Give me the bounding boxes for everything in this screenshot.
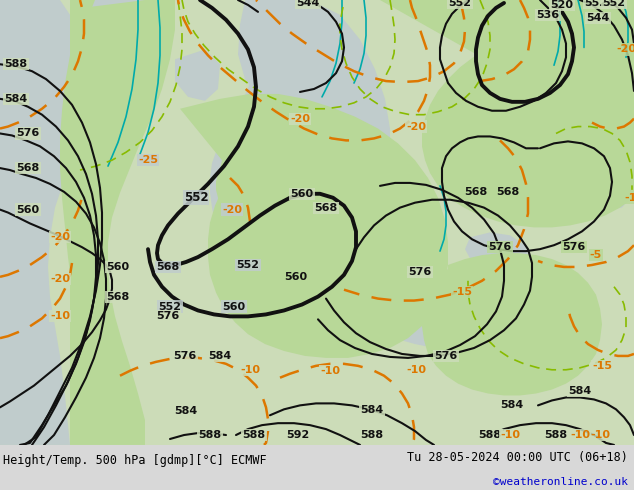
Text: 568: 568 <box>496 187 520 197</box>
Text: Height/Temp. 500 hPa [gdmp][°C] ECMWF: Height/Temp. 500 hPa [gdmp][°C] ECMWF <box>3 454 267 467</box>
Text: 576: 576 <box>157 311 179 321</box>
Text: 588: 588 <box>4 59 27 69</box>
Text: 584: 584 <box>360 405 384 416</box>
Text: -10: -10 <box>240 365 260 375</box>
Text: 560: 560 <box>223 301 245 312</box>
Text: 568: 568 <box>314 203 338 213</box>
Polygon shape <box>180 94 448 358</box>
Text: 584: 584 <box>209 351 231 361</box>
Text: -15: -15 <box>592 361 612 371</box>
Text: 588: 588 <box>361 430 384 440</box>
Text: -20: -20 <box>50 274 70 284</box>
Text: 592: 592 <box>287 430 309 440</box>
Text: 560: 560 <box>16 205 39 215</box>
Text: 552: 552 <box>236 260 259 270</box>
Text: 560: 560 <box>290 189 314 199</box>
Polygon shape <box>210 0 390 265</box>
Polygon shape <box>60 0 175 445</box>
Text: -5: -5 <box>590 250 602 260</box>
Text: -10: -10 <box>320 366 340 376</box>
Text: 544: 544 <box>586 13 610 23</box>
Text: 584: 584 <box>4 94 28 104</box>
Text: 552: 552 <box>184 191 209 204</box>
Text: 584: 584 <box>174 406 198 416</box>
Text: 568: 568 <box>157 262 179 272</box>
Text: 584: 584 <box>568 386 592 395</box>
Polygon shape <box>380 0 634 227</box>
Text: 552: 552 <box>602 0 626 8</box>
Text: 584: 584 <box>500 400 524 410</box>
Text: 552: 552 <box>158 301 181 312</box>
Text: -15: -15 <box>452 287 472 296</box>
Text: ©weatheronline.co.uk: ©weatheronline.co.uk <box>493 477 628 487</box>
Polygon shape <box>80 0 162 99</box>
Text: 552: 552 <box>448 0 472 8</box>
Polygon shape <box>596 153 634 210</box>
Text: 568: 568 <box>16 163 39 173</box>
Polygon shape <box>482 168 575 210</box>
Text: -20: -20 <box>616 45 634 54</box>
Text: 576: 576 <box>173 351 197 361</box>
Text: 576: 576 <box>562 242 586 252</box>
Text: 588: 588 <box>545 430 567 440</box>
Text: 576: 576 <box>434 351 458 361</box>
Text: 568: 568 <box>107 292 129 302</box>
Text: 536: 536 <box>536 10 560 20</box>
Text: 568: 568 <box>464 187 488 197</box>
Text: 544: 544 <box>296 0 320 8</box>
Text: -20: -20 <box>50 232 70 242</box>
Text: 560: 560 <box>285 272 307 282</box>
Polygon shape <box>238 0 320 109</box>
Polygon shape <box>465 232 530 273</box>
Text: Tu 28-05-2024 00:00 UTC (06+18): Tu 28-05-2024 00:00 UTC (06+18) <box>407 451 628 464</box>
Text: -10: -10 <box>406 365 426 375</box>
Text: -10: -10 <box>500 430 520 440</box>
Text: -25: -25 <box>138 155 158 165</box>
Polygon shape <box>175 49 220 101</box>
Text: 560: 560 <box>107 262 129 272</box>
Text: -10: -10 <box>50 311 70 321</box>
Text: 576: 576 <box>488 242 512 252</box>
Text: -20: -20 <box>222 205 242 215</box>
Polygon shape <box>268 49 355 114</box>
Polygon shape <box>0 0 95 445</box>
Text: -15: -15 <box>624 193 634 203</box>
Text: -10: -10 <box>570 430 590 440</box>
Text: 576: 576 <box>408 267 432 277</box>
Polygon shape <box>422 253 602 395</box>
Text: -20: -20 <box>406 122 426 131</box>
Text: 552: 552 <box>585 0 607 8</box>
Text: 588: 588 <box>479 430 501 440</box>
Text: 520: 520 <box>550 0 574 10</box>
Polygon shape <box>60 0 100 445</box>
Text: -20: -20 <box>290 114 310 123</box>
Text: -10: -10 <box>590 430 610 440</box>
Polygon shape <box>238 265 560 354</box>
Text: 588: 588 <box>242 430 266 440</box>
Text: 576: 576 <box>16 128 39 139</box>
Text: 588: 588 <box>198 430 221 440</box>
